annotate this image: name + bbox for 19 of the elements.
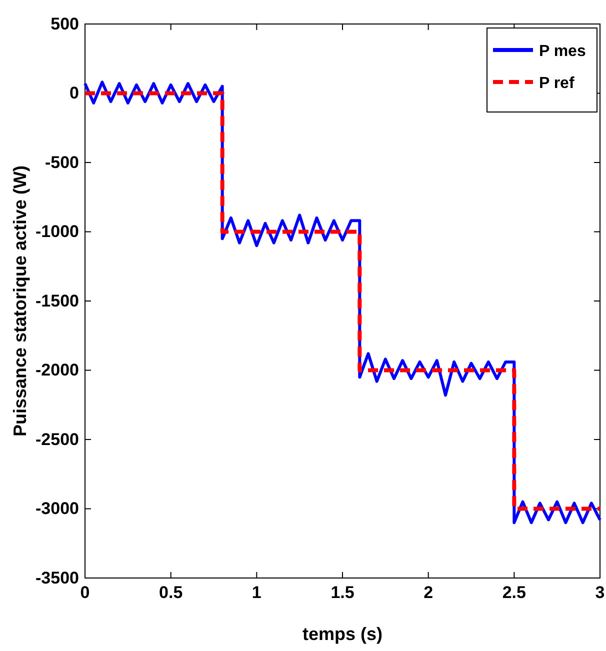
x-tick-label: 1 [252,583,262,602]
y-tick-label: -3500 [36,568,79,588]
y-tick-label: -2000 [36,360,79,380]
y-tick-label: -3000 [36,499,79,518]
x-tick-label: 2.5 [502,583,526,602]
x-tick-label: 3 [595,583,605,602]
legend-label: P ref [539,75,575,92]
legend-label: P mes [539,43,586,60]
y-tick-label: -500 [44,152,79,172]
y-tick-label: 500 [50,14,79,34]
y-tick-label: 0 [70,84,79,103]
y-tick-label: -1500 [36,291,79,310]
x-axis-title: temps (s) [302,624,383,644]
y-axis-title: Puissance statorique active (W) [10,165,30,437]
x-tick-label: 1.5 [330,583,354,602]
x-tick-label: 2 [424,583,434,602]
y-tick-label: -2500 [36,430,79,449]
y-tick-label: -1000 [36,222,79,242]
x-tick-label: 0.5 [159,583,183,602]
